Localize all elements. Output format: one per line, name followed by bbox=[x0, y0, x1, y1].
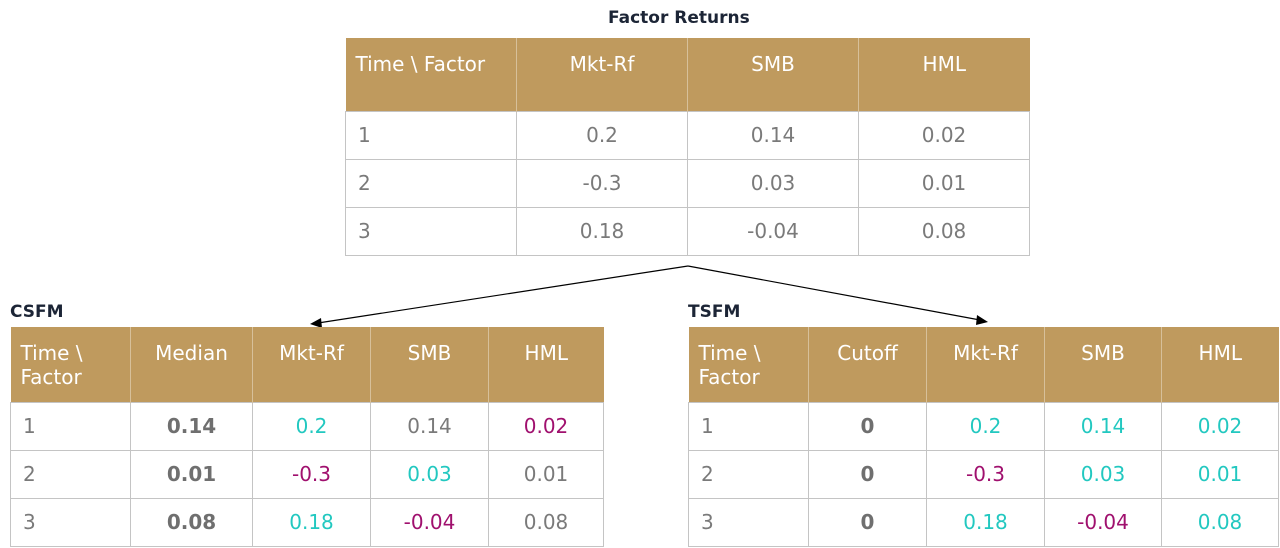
cell-time: 1 bbox=[10, 401, 131, 451]
header-hml: HML bbox=[858, 38, 1030, 111]
cell-time: 1 bbox=[345, 110, 517, 160]
table-row: 2 0 -0.3 0.03 0.01 bbox=[688, 449, 1279, 499]
cell-second: 0.14 bbox=[130, 401, 253, 451]
cell-mkt-rf: -0.3 bbox=[926, 449, 1045, 499]
cell-second: 0 bbox=[808, 449, 927, 499]
cell-time: 2 bbox=[688, 449, 809, 499]
cell-hml: 0.01 bbox=[488, 449, 604, 499]
table-row: 1 0 0.2 0.14 0.02 bbox=[688, 401, 1279, 451]
cell-smb: 0.14 bbox=[370, 401, 489, 451]
table-row: 3 0.08 0.18 -0.04 0.08 bbox=[10, 497, 604, 547]
cell-smb: 0.03 bbox=[687, 158, 859, 208]
cell-mkt-rf: 0.2 bbox=[252, 401, 371, 451]
cell-mkt-rf: -0.3 bbox=[516, 158, 688, 208]
cell-hml: 0.02 bbox=[1161, 401, 1279, 451]
header-smb: SMB bbox=[687, 38, 859, 111]
cell-second: 0.08 bbox=[130, 497, 253, 547]
cell-mkt-rf: 0.2 bbox=[516, 110, 688, 160]
header-mkt-rf: Mkt-Rf bbox=[926, 327, 1045, 402]
cell-smb: -0.04 bbox=[370, 497, 489, 547]
header-mkt-rf: Mkt-Rf bbox=[516, 38, 688, 111]
cell-mkt-rf: 0.2 bbox=[926, 401, 1045, 451]
cell-hml: 0.02 bbox=[858, 110, 1030, 160]
arrowhead-csfm-icon bbox=[310, 318, 322, 328]
arrow-to-tsfm bbox=[687, 265, 981, 321]
header-mkt-rf: Mkt-Rf bbox=[252, 327, 371, 402]
factor-returns-table: Time \ Factor Mkt-Rf SMB HML 1 0.2 0.14 … bbox=[345, 38, 1030, 256]
cell-hml: 0.08 bbox=[1161, 497, 1279, 547]
table-row: 2 0.01 -0.3 0.03 0.01 bbox=[10, 449, 604, 499]
cell-smb: 0.03 bbox=[1044, 449, 1162, 499]
cell-mkt-rf: 0.18 bbox=[926, 497, 1045, 547]
cell-time: 3 bbox=[688, 497, 809, 547]
csfm-title: CSFM bbox=[10, 302, 64, 322]
factor-returns-title: Factor Returns bbox=[608, 8, 750, 28]
cell-hml: 0.08 bbox=[858, 206, 1030, 256]
cell-smb: -0.04 bbox=[1044, 497, 1162, 547]
cell-second: 0.01 bbox=[130, 449, 253, 499]
cell-smb: 0.14 bbox=[1044, 401, 1162, 451]
cell-second: 0 bbox=[808, 497, 927, 547]
header-hml: HML bbox=[1161, 327, 1279, 402]
tsfm-table: Time \ Factor Cutoff Mkt-Rf SMB HML 1 0 0.… bbox=[688, 327, 1279, 547]
cell-smb: -0.04 bbox=[687, 206, 859, 256]
cell-hml: 0.01 bbox=[858, 158, 1030, 208]
header-smb: SMB bbox=[370, 327, 489, 402]
cell-hml: 0.01 bbox=[1161, 449, 1279, 499]
cell-smb: 0.03 bbox=[370, 449, 489, 499]
cell-mkt-rf: -0.3 bbox=[252, 449, 371, 499]
cell-mkt-rf: 0.18 bbox=[252, 497, 371, 547]
cell-hml: 0.02 bbox=[488, 401, 604, 451]
table-row: 1 0.2 0.14 0.02 bbox=[345, 110, 1030, 160]
cell-time: 2 bbox=[10, 449, 131, 499]
cell-time: 2 bbox=[345, 158, 517, 208]
table-row: 3 0 0.18 -0.04 0.08 bbox=[688, 497, 1279, 547]
arrowhead-tsfm-icon bbox=[976, 315, 988, 325]
cell-mkt-rf: 0.18 bbox=[516, 206, 688, 256]
cell-time: 1 bbox=[688, 401, 809, 451]
header-time-factor: Time \ Factor bbox=[688, 327, 809, 402]
header-hml: HML bbox=[488, 327, 604, 402]
cell-smb: 0.14 bbox=[687, 110, 859, 160]
cell-time: 3 bbox=[345, 206, 517, 256]
header-time-factor: Time \ Factor bbox=[345, 38, 517, 111]
cell-time: 3 bbox=[10, 497, 131, 547]
arrow-to-csfm bbox=[317, 265, 689, 324]
header-cutoff: Cutoff bbox=[808, 327, 927, 402]
header-time-factor: Time \ Factor bbox=[10, 327, 131, 402]
cell-second: 0 bbox=[808, 401, 927, 451]
table-row: 2 -0.3 0.03 0.01 bbox=[345, 158, 1030, 208]
table-row: 1 0.14 0.2 0.14 0.02 bbox=[10, 401, 604, 451]
header-median: Median bbox=[130, 327, 253, 402]
table-row: 3 0.18 -0.04 0.08 bbox=[345, 206, 1030, 256]
tsfm-title: TSFM bbox=[688, 302, 741, 322]
header-smb: SMB bbox=[1044, 327, 1162, 402]
csfm-table: Time \ Factor Median Mkt-Rf SMB HML 1 0.1… bbox=[10, 327, 604, 547]
cell-hml: 0.08 bbox=[488, 497, 604, 547]
